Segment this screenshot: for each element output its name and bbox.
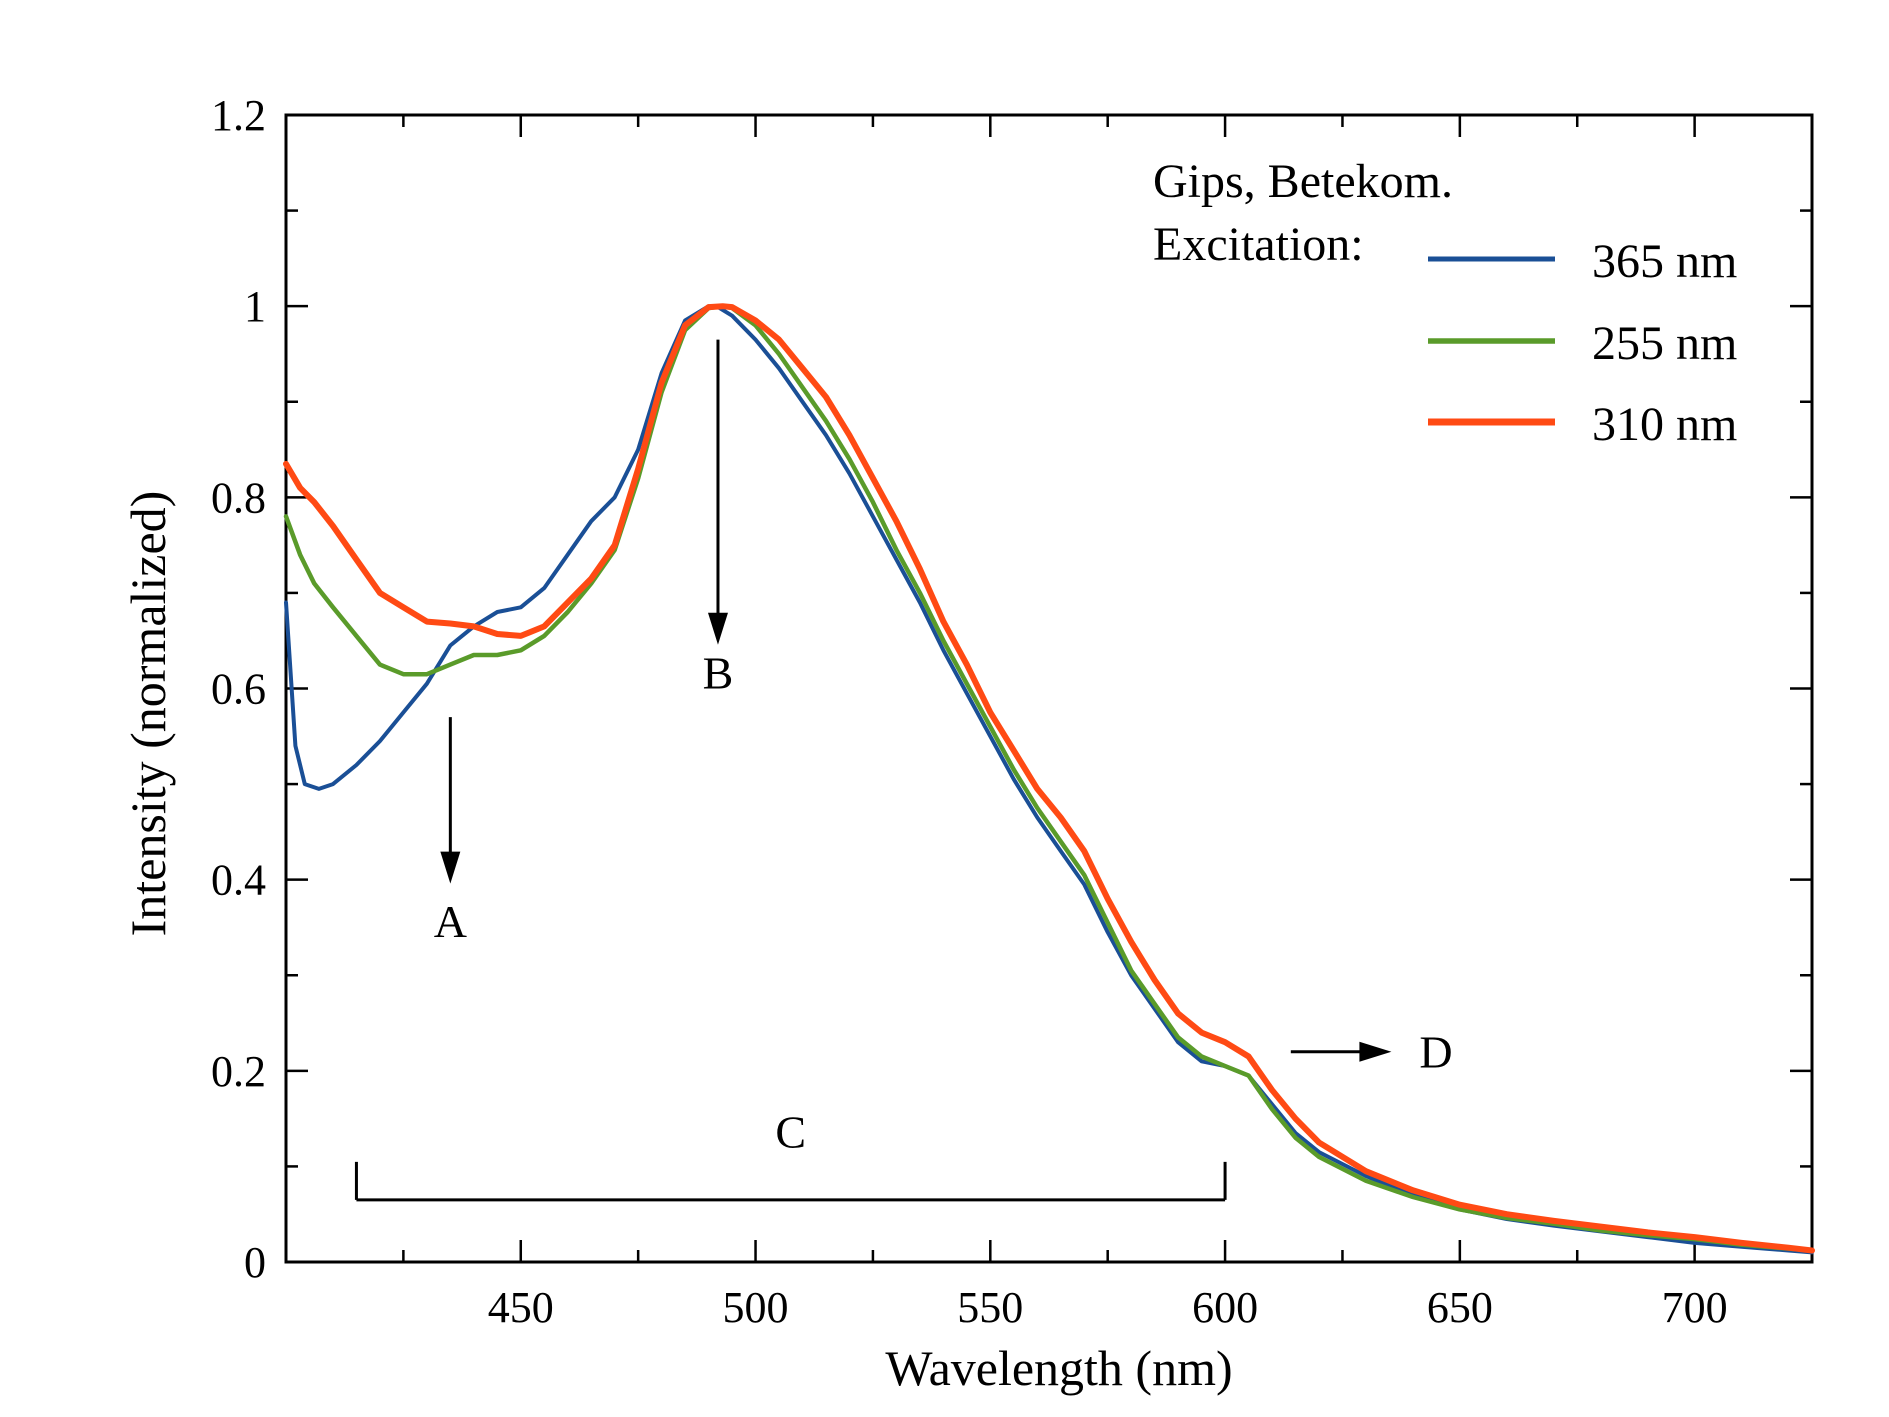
x-tick-label: 600 xyxy=(1192,1283,1258,1332)
y-tick-label: 0 xyxy=(244,1238,266,1287)
legend: Gips, Betekom. Excitation: 365 nm 255 nm 310… xyxy=(1153,155,1737,451)
annotation-b-arrow-head xyxy=(707,612,728,645)
y-tick-label: 1.2 xyxy=(211,91,266,140)
annotation-layer: A B C D xyxy=(354,339,1453,1202)
annotation-c-label: C xyxy=(775,1106,806,1157)
plot-frame xyxy=(284,113,1814,1264)
x-tick-label: 450 xyxy=(488,1283,554,1332)
legend-label: 365 nm xyxy=(1592,235,1737,288)
series-line-255-nm xyxy=(283,303,1815,1253)
series-line-310-nm xyxy=(283,303,1815,1254)
annotation-b-label: B xyxy=(703,648,734,699)
x-tick-label: 650 xyxy=(1427,1283,1493,1332)
y-tick-label: 0.6 xyxy=(211,665,266,714)
series-layer xyxy=(283,303,1815,1255)
x-tick-label: 550 xyxy=(957,1283,1023,1332)
y-tick-label: 0.4 xyxy=(211,856,266,905)
legend-title-line-1: Gips, Betekom. xyxy=(1153,155,1453,208)
y-tick-label: 0.8 xyxy=(211,473,266,522)
y-tick-label: 1 xyxy=(244,282,266,331)
legend-title-line-2: Excitation: xyxy=(1153,218,1364,271)
series-line-365-nm xyxy=(284,304,1814,1255)
legend-label: 255 nm xyxy=(1592,317,1737,370)
legend-label: 310 nm xyxy=(1592,398,1737,451)
x-tick-label: 500 xyxy=(723,1283,789,1332)
plot-axes: 450 500 550 600 650 700 0 0.2 0.4 0.6 0.8 1 1.2 xyxy=(211,91,1814,1332)
x-tick-label: 700 xyxy=(1662,1283,1728,1332)
annotation-a-arrow-head xyxy=(440,851,461,884)
annotation-d-label: D xyxy=(1419,1027,1452,1078)
annotation-d-arrow-head xyxy=(1359,1041,1392,1062)
y-axis-title: Intensity (normalized) xyxy=(120,491,176,937)
y-tick-label: 0.2 xyxy=(211,1047,266,1096)
x-axis-title: Wavelength (nm) xyxy=(885,1340,1232,1396)
annotation-a-label: A xyxy=(434,896,467,947)
